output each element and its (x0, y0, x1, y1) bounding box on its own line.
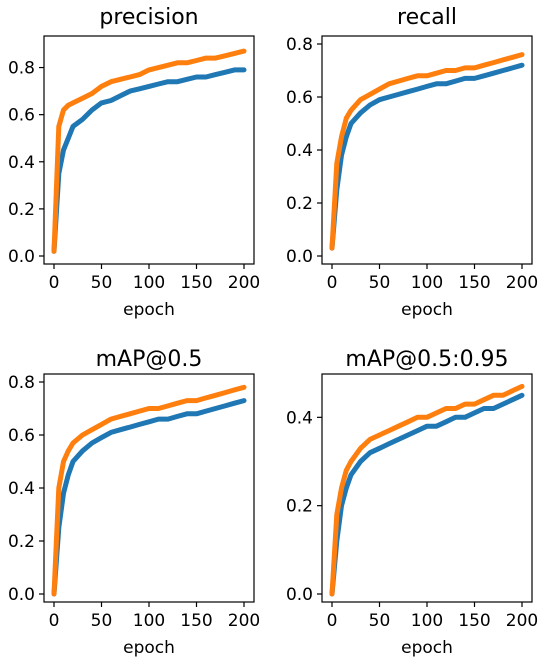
y-tick-label: 0.0 (8, 247, 35, 267)
y-tick-label: 0.0 (286, 247, 313, 267)
x-tick-label: 100 (411, 611, 443, 631)
x-tick-label: 150 (180, 273, 212, 293)
chart-title: mAP@0.5 (96, 347, 203, 372)
x-tick-label: 50 (91, 273, 113, 293)
x-axis-label: epoch (401, 638, 453, 658)
y-tick-label: 0.2 (286, 497, 313, 517)
y-tick-label: 0.8 (8, 59, 35, 79)
x-tick-label: 0 (49, 611, 60, 631)
series-line-2 (329, 52, 525, 251)
x-tick-label: 50 (91, 611, 113, 631)
x-tick-label: 100 (133, 273, 165, 293)
y-tick-label: 0.6 (286, 88, 313, 108)
y-tick-label: 0.6 (8, 426, 35, 446)
y-tick-label: 0.0 (8, 585, 35, 605)
series-line-2 (51, 48, 247, 254)
y-tick-label: 0.2 (8, 200, 35, 220)
x-tick-label: 0 (327, 273, 338, 293)
series-line-1 (329, 392, 525, 597)
y-tick-label: 0.0 (286, 585, 313, 605)
y-tick-label: 0.4 (286, 141, 313, 161)
series-line-1 (51, 67, 247, 254)
chart-panel-2: recall 0 50 100 150 200 0.0 0.2 0.4 0.6 0.8 epoch (286, 5, 538, 320)
x-axis-label: epoch (401, 300, 453, 320)
x-tick-label: 200 (506, 611, 538, 631)
x-axis-label: epoch (123, 300, 175, 320)
x-tick-label: 200 (506, 273, 538, 293)
chart-title: mAP@0.5:0.95 (345, 347, 508, 372)
y-tick-label: 0.2 (286, 194, 313, 214)
x-axis-label: epoch (123, 638, 175, 658)
x-tick-label: 0 (49, 273, 60, 293)
plot-area-frame (321, 373, 533, 603)
y-tick-label: 0.2 (8, 532, 35, 552)
x-tick-label: 150 (180, 611, 212, 631)
chart-title: precision (99, 5, 198, 30)
chart-title: recall (397, 5, 457, 30)
series-line-1 (329, 62, 525, 251)
y-tick-label: 0.4 (8, 153, 35, 173)
chart-panel-4: mAP@0.5:0.95 0 50 100 150 200 0.0 0.2 0.4 epoch (286, 347, 538, 658)
x-tick-label: 100 (411, 273, 443, 293)
x-tick-label: 200 (228, 611, 260, 631)
chart-panel-3: mAP@0.5 0 50 100 150 200 0.0 0.2 0.4 0.6 0.8 epoch (8, 347, 260, 658)
y-tick-label: 0.4 (8, 479, 35, 499)
y-tick-label: 0.4 (286, 408, 313, 428)
x-tick-label: 50 (369, 611, 391, 631)
x-tick-label: 50 (369, 273, 391, 293)
x-tick-label: 100 (133, 611, 165, 631)
series-line-1 (51, 398, 247, 597)
x-tick-label: 0 (327, 611, 338, 631)
series-line-2 (329, 383, 525, 597)
series-line-2 (51, 384, 247, 597)
x-tick-label: 150 (458, 611, 490, 631)
y-tick-label: 0.8 (286, 35, 313, 55)
y-tick-label: 0.6 (8, 106, 35, 126)
y-tick-label: 0.8 (8, 373, 35, 393)
x-tick-label: 150 (458, 273, 490, 293)
chart-panel-1: precision 0 50 100 150 200 0.0 0.2 0.4 0.6 0.8 epoc… (8, 5, 260, 320)
x-tick-label: 200 (228, 273, 260, 293)
